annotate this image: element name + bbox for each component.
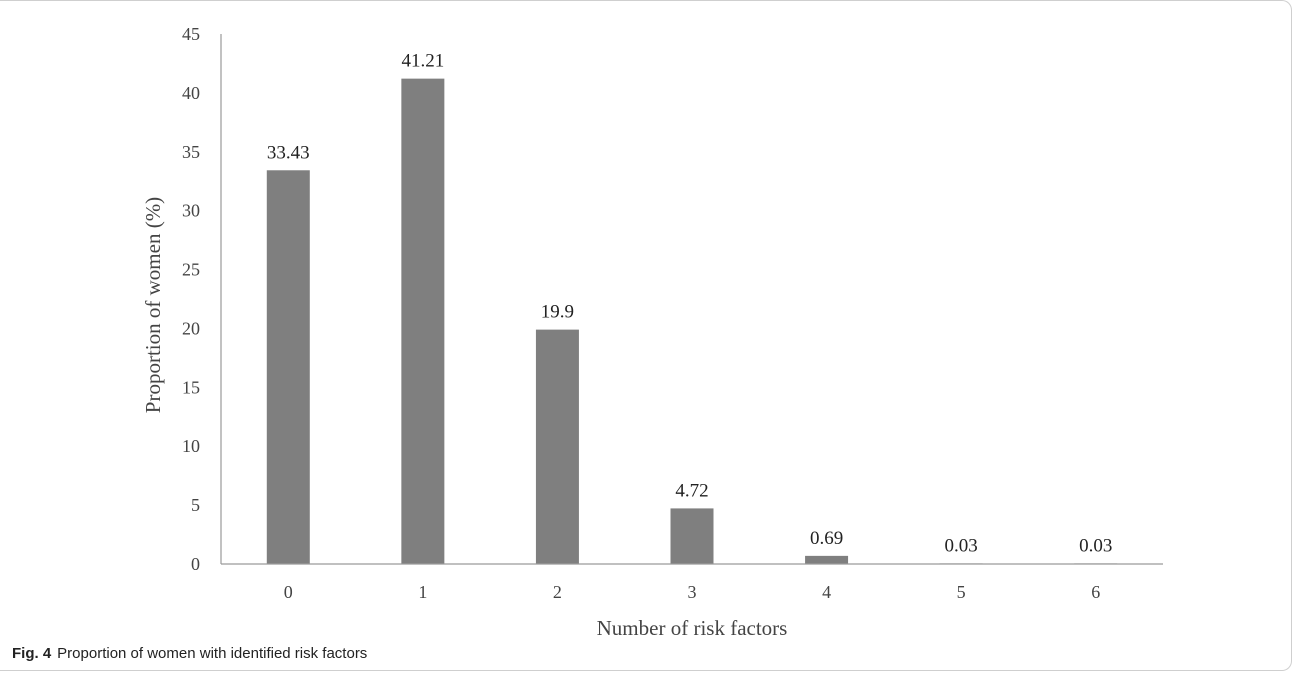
bar — [535, 329, 579, 564]
figure-label: Fig. 4 — [12, 645, 52, 662]
bar — [401, 78, 445, 564]
x-tick-label: 1 — [418, 582, 427, 602]
x-tick-label: 3 — [688, 582, 697, 602]
bar — [266, 170, 310, 564]
data-label: 0.69 — [810, 528, 843, 549]
x-tick-label: 5 — [957, 582, 966, 602]
figure-caption-text: Proportion of women with identified risk… — [57, 645, 368, 662]
y-tick-label: 15 — [182, 377, 200, 397]
x-axis-title: Number of risk factors — [597, 616, 788, 640]
y-tick-label: 30 — [182, 201, 200, 221]
data-label: 0.03 — [945, 536, 978, 557]
y-tick-label: 45 — [182, 24, 200, 44]
y-axis-ticks: 0 5 10 15 20 25 30 35 40 45 — [182, 24, 200, 574]
data-label: 33.43 — [267, 142, 310, 163]
bars — [266, 78, 1118, 564]
x-tick-label: 6 — [1091, 582, 1100, 602]
y-tick-label: 35 — [182, 142, 200, 162]
data-labels: 33.43 41.21 19.9 4.72 0.69 0.03 0.03 — [267, 51, 1112, 557]
data-label: 4.72 — [675, 480, 708, 501]
y-tick-label: 25 — [182, 260, 200, 280]
x-tick-label: 4 — [822, 582, 831, 602]
bar — [670, 508, 714, 564]
y-tick-label: 10 — [182, 436, 200, 456]
x-tick-label: 0 — [284, 582, 293, 602]
y-axis-title: Proportion of women (%) — [141, 197, 165, 413]
x-axis-ticks: 0 1 2 3 4 5 6 — [284, 582, 1100, 602]
x-tick-label: 2 — [553, 582, 562, 602]
data-label: 41.21 — [401, 51, 444, 72]
y-tick-label: 5 — [191, 495, 200, 515]
bar — [805, 555, 849, 564]
figure-caption: Fig. 4 Proportion of women with identifie… — [12, 645, 367, 662]
y-tick-label: 0 — [191, 554, 200, 574]
data-label: 19.9 — [541, 302, 574, 323]
data-label: 0.03 — [1079, 536, 1112, 557]
y-tick-label: 40 — [182, 83, 200, 103]
y-tick-label: 20 — [182, 318, 200, 338]
